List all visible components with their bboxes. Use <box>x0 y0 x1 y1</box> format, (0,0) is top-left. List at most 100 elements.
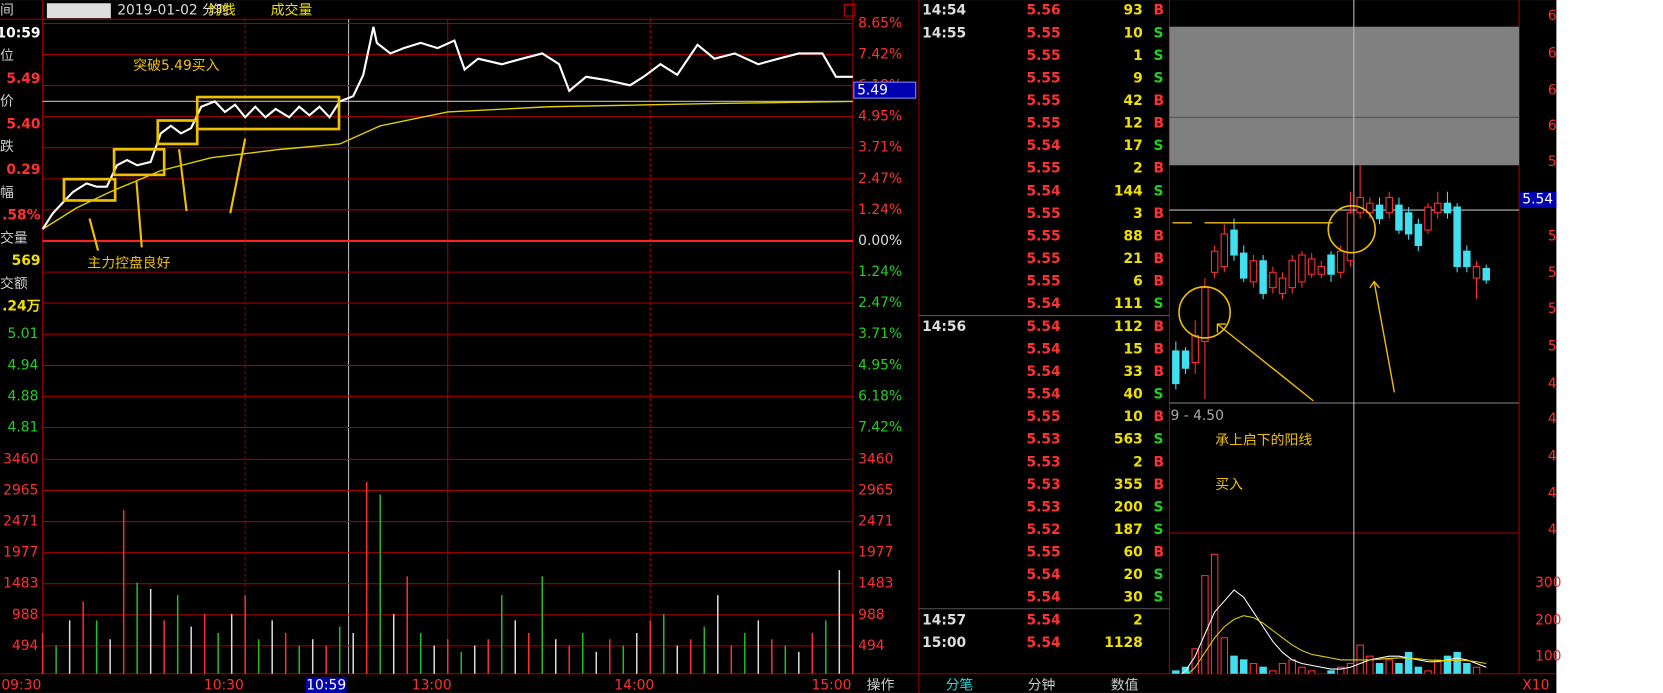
y-tick-label: 8.65% <box>858 15 902 31</box>
trade-volume: 17 <box>1124 138 1143 154</box>
tab[interactable]: 操作 <box>867 677 895 693</box>
candle-body <box>1463 250 1471 268</box>
gray-zone <box>1169 26 1520 166</box>
annotation: 主力控盘良好 <box>87 254 170 271</box>
candle-body <box>1337 250 1345 273</box>
trade-price: 5.55 <box>1027 93 1061 109</box>
trade-side: B <box>1153 545 1164 561</box>
trade-price: 5.55 <box>1027 70 1061 86</box>
annotation-lines <box>88 138 1396 402</box>
trade-volume: 10 <box>1124 409 1143 425</box>
trade-side: B <box>1153 206 1164 222</box>
trade-price: 5.52 <box>1027 522 1061 538</box>
kline-cursor-price: 5.54 <box>1522 191 1553 207</box>
trade-side: B <box>1153 251 1164 267</box>
kline-axis-label: 4 <box>1548 448 1557 464</box>
tab[interactable]: 分笔 <box>946 677 974 693</box>
trade-volume: 30 <box>1124 590 1143 606</box>
kline-axis-label: 6 <box>1548 118 1557 134</box>
trade-volume: 10 <box>1124 25 1143 41</box>
trade-side: B <box>1153 228 1164 244</box>
kline-volume-bar <box>1395 663 1403 674</box>
trade-volume: 21 <box>1124 251 1143 267</box>
cursor-price-box <box>853 81 917 99</box>
candle-body <box>1385 196 1393 214</box>
kline-volume-bar <box>1385 659 1393 674</box>
trade-side: B <box>1153 161 1164 177</box>
y-tick-label: 7.42% <box>858 46 902 62</box>
price-tick-label: 4.88 <box>8 388 39 404</box>
trade-side: S <box>1153 48 1163 64</box>
y-tick-label: 4.95% <box>858 357 902 373</box>
trade-price: 5.54 <box>1027 341 1061 357</box>
trade-volume: 2 <box>1133 161 1143 177</box>
header-date: 2019-01-02 分时 <box>117 3 230 19</box>
tab[interactable]: 数值 <box>1111 677 1139 693</box>
kline-volume-bar <box>1366 655 1374 674</box>
candle-body <box>1201 287 1209 342</box>
trade-side: S <box>1153 567 1163 583</box>
kline-volume-bar <box>1346 663 1355 674</box>
trade-volume: 42 <box>1124 93 1143 109</box>
info-label: 交量 <box>0 229 28 246</box>
kline-axis-label: 5 <box>1548 265 1557 281</box>
kline-volume-bar <box>1230 655 1238 674</box>
x-tick-label: 13:00 <box>412 677 452 693</box>
trade-price: 5.55 <box>1027 48 1061 64</box>
trade-side: B <box>1153 341 1164 357</box>
y-tick-label: 4.95% <box>858 109 902 125</box>
volume-tick-label: 988 <box>12 607 38 623</box>
candle-body <box>1414 223 1423 246</box>
volume-tick-label: 1977 <box>858 545 893 561</box>
candle-body <box>1240 252 1248 279</box>
trade-side: B <box>1153 477 1164 493</box>
trade-side: B <box>1153 364 1164 380</box>
trade-time: 14:56 <box>922 319 966 335</box>
info-value: .58% <box>2 208 41 224</box>
x-tick-label: 15:00 <box>812 677 852 693</box>
kline-volume-bar <box>1210 553 1219 674</box>
blurred-name <box>46 3 111 19</box>
header-avg: 均线 <box>208 3 236 19</box>
candle-body <box>1395 204 1403 231</box>
kline-volume-bar <box>1375 663 1384 674</box>
trade-volume: 187 <box>1114 522 1143 538</box>
trade-side: S <box>1153 432 1163 448</box>
y-tick-label: 2.47% <box>858 295 902 311</box>
cursor-price: 5.49 <box>857 83 888 99</box>
kline-axis-label: 5 <box>1548 154 1557 170</box>
candle-body <box>1434 202 1442 214</box>
trade-price: 5.54 <box>1027 612 1061 628</box>
price-tick-label: 5.01 <box>8 326 39 342</box>
trade-price: 5.55 <box>1027 274 1061 290</box>
kline-axis-label: 5 <box>1548 229 1557 245</box>
x-tick-label: 09:30 <box>1 677 41 693</box>
trade-price: 5.54 <box>1027 590 1061 606</box>
candle-body <box>1288 260 1296 289</box>
trade-volume: 93 <box>1124 3 1143 19</box>
trade-price: 5.55 <box>1027 409 1061 425</box>
trade-side: B <box>1153 93 1164 109</box>
kline-axis-label: 6 <box>1548 83 1557 99</box>
candle-body <box>1317 266 1326 275</box>
candle-body <box>1210 250 1219 273</box>
kline-volume-bar <box>1404 651 1413 674</box>
candle-body <box>1172 350 1180 385</box>
kline-volume-bar <box>1298 666 1306 674</box>
trade-volume: 2 <box>1133 454 1143 470</box>
window-icon[interactable] <box>843 3 856 17</box>
candle-body <box>1298 254 1306 283</box>
tab[interactable]: 分钟 <box>1028 676 1056 693</box>
kline-volume-bar <box>1327 670 1335 674</box>
trade-side: S <box>1153 70 1163 86</box>
trade-time: 14:55 <box>922 25 966 41</box>
candle-body <box>1220 233 1229 268</box>
kline-axis-label: 5 <box>1548 339 1557 355</box>
volume-tick-label: 2471 <box>3 514 38 530</box>
trade-price: 5.55 <box>1027 161 1061 177</box>
kline-volume-bar <box>1307 670 1316 674</box>
trade-price: 5.54 <box>1027 387 1061 403</box>
candle-body <box>1424 206 1432 231</box>
trade-volume: 2 <box>1133 612 1143 628</box>
trade-side: B <box>1153 274 1164 290</box>
